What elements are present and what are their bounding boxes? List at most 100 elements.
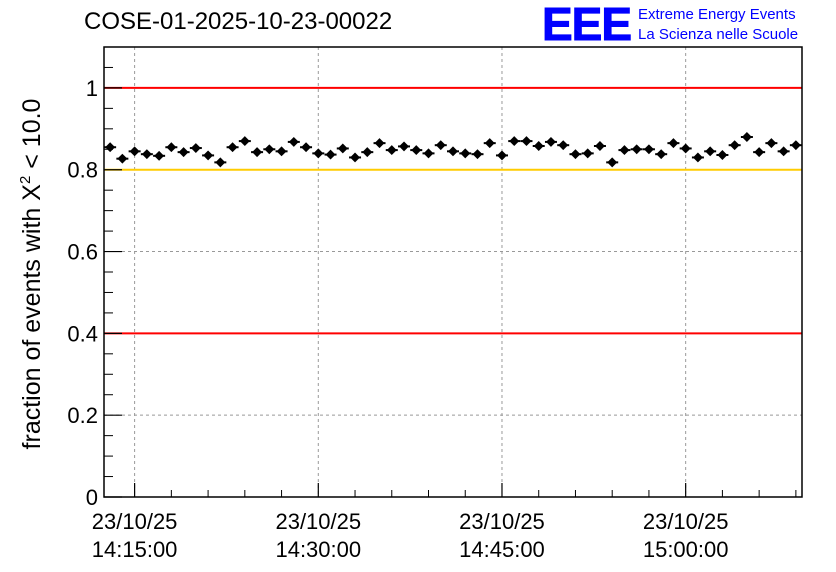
plot-frame bbox=[103, 46, 803, 498]
data-marker bbox=[668, 138, 679, 149]
data-point bbox=[508, 136, 521, 147]
data-point bbox=[177, 147, 190, 158]
y-tick-label: 0.2 bbox=[67, 403, 98, 428]
x-tick-label-date: 23/10/25 bbox=[275, 509, 361, 534]
data-point bbox=[569, 149, 582, 160]
x-tick-label-date: 23/10/25 bbox=[459, 509, 545, 534]
data-marker bbox=[472, 149, 483, 160]
data-point bbox=[471, 149, 484, 160]
y-axis-title: fraction of events with X2 < 10.0 bbox=[17, 99, 46, 450]
y-axis-title-main: fraction of events with X bbox=[18, 184, 46, 450]
data-point bbox=[728, 140, 741, 151]
data-point bbox=[202, 150, 215, 161]
data-marker bbox=[643, 144, 654, 155]
data-marker bbox=[252, 147, 263, 158]
data-point bbox=[593, 141, 606, 151]
data-marker bbox=[264, 144, 275, 155]
data-point bbox=[753, 147, 766, 158]
data-point bbox=[300, 142, 313, 153]
data-marker bbox=[337, 143, 348, 154]
data-marker bbox=[105, 142, 116, 153]
data-point bbox=[398, 141, 411, 152]
data-point bbox=[373, 138, 386, 149]
data-marker bbox=[154, 150, 165, 161]
data-marker bbox=[203, 150, 214, 161]
data-marker bbox=[558, 140, 569, 151]
data-point bbox=[422, 148, 435, 159]
data-point bbox=[655, 149, 668, 160]
data-point bbox=[263, 144, 276, 155]
data-point bbox=[704, 146, 717, 157]
data-point bbox=[214, 157, 227, 168]
data-marker bbox=[166, 142, 177, 153]
data-marker bbox=[741, 132, 752, 142]
y-tick-label: 1 bbox=[86, 76, 98, 101]
data-point bbox=[226, 142, 239, 153]
data-marker bbox=[313, 148, 324, 159]
data-point bbox=[275, 146, 288, 157]
data-point bbox=[238, 136, 251, 147]
x-tick-label-date: 23/10/25 bbox=[643, 509, 729, 534]
data-point bbox=[410, 145, 423, 156]
data-marker bbox=[729, 140, 740, 151]
data-marker bbox=[790, 140, 801, 151]
data-marker bbox=[619, 145, 630, 156]
data-point bbox=[630, 144, 643, 155]
data-point bbox=[128, 146, 141, 157]
data-point bbox=[336, 143, 349, 154]
data-marker bbox=[497, 150, 507, 161]
x-tick-label-time: 14:45:00 bbox=[459, 537, 545, 562]
data-marker bbox=[435, 140, 446, 151]
data-point bbox=[385, 145, 398, 156]
data-marker bbox=[215, 157, 226, 168]
data-marker bbox=[754, 147, 765, 158]
data-point bbox=[349, 152, 362, 163]
data-marker bbox=[325, 149, 336, 160]
reference-lines bbox=[104, 86, 802, 335]
data-marker bbox=[656, 149, 667, 160]
data-point bbox=[361, 147, 374, 158]
data-point bbox=[153, 150, 166, 161]
data-marker bbox=[509, 136, 520, 147]
data-marker bbox=[301, 142, 312, 153]
data-point bbox=[312, 148, 325, 159]
y-axis-title-tail: < 10.0 bbox=[18, 99, 46, 176]
data-marker bbox=[129, 146, 140, 157]
data-marker bbox=[594, 141, 605, 151]
data-marker bbox=[227, 142, 238, 153]
data-point bbox=[679, 143, 692, 154]
data-point bbox=[606, 157, 619, 168]
y-axis-title-sup: 2 bbox=[17, 176, 34, 184]
data-marker bbox=[141, 149, 152, 160]
data-marker bbox=[521, 136, 532, 147]
data-marker bbox=[386, 145, 397, 156]
data-point bbox=[765, 138, 778, 149]
chart-title: COSE-01-2025-10-23-00022 bbox=[84, 8, 393, 35]
y-tick-label: 0.8 bbox=[67, 158, 98, 183]
data-marker bbox=[692, 152, 703, 163]
y-tick-label: 0 bbox=[86, 485, 98, 510]
data-marker bbox=[778, 146, 789, 157]
data-marker bbox=[582, 148, 593, 159]
data-marker bbox=[374, 138, 385, 149]
data-point bbox=[447, 146, 459, 157]
data-marker bbox=[178, 147, 189, 158]
data-marker bbox=[448, 146, 458, 157]
data-point bbox=[777, 146, 790, 157]
data-marker bbox=[546, 136, 556, 147]
x-tick-label-time: 14:30:00 bbox=[275, 537, 361, 562]
data-marker bbox=[484, 138, 495, 149]
data-point bbox=[691, 152, 704, 163]
logo-line-2: La Scienza nelle Scuole bbox=[638, 26, 799, 43]
data-marker bbox=[631, 144, 642, 155]
data-marker bbox=[399, 141, 409, 152]
data-marker bbox=[423, 148, 434, 159]
data-marker bbox=[190, 143, 201, 153]
data-marker bbox=[533, 141, 544, 151]
data-point bbox=[287, 136, 300, 147]
data-marker bbox=[717, 150, 728, 160]
logo-line-1: Extreme Energy Events bbox=[638, 6, 796, 23]
data-point bbox=[581, 148, 594, 159]
grid-layer bbox=[104, 47, 802, 497]
data-marker bbox=[350, 152, 360, 163]
